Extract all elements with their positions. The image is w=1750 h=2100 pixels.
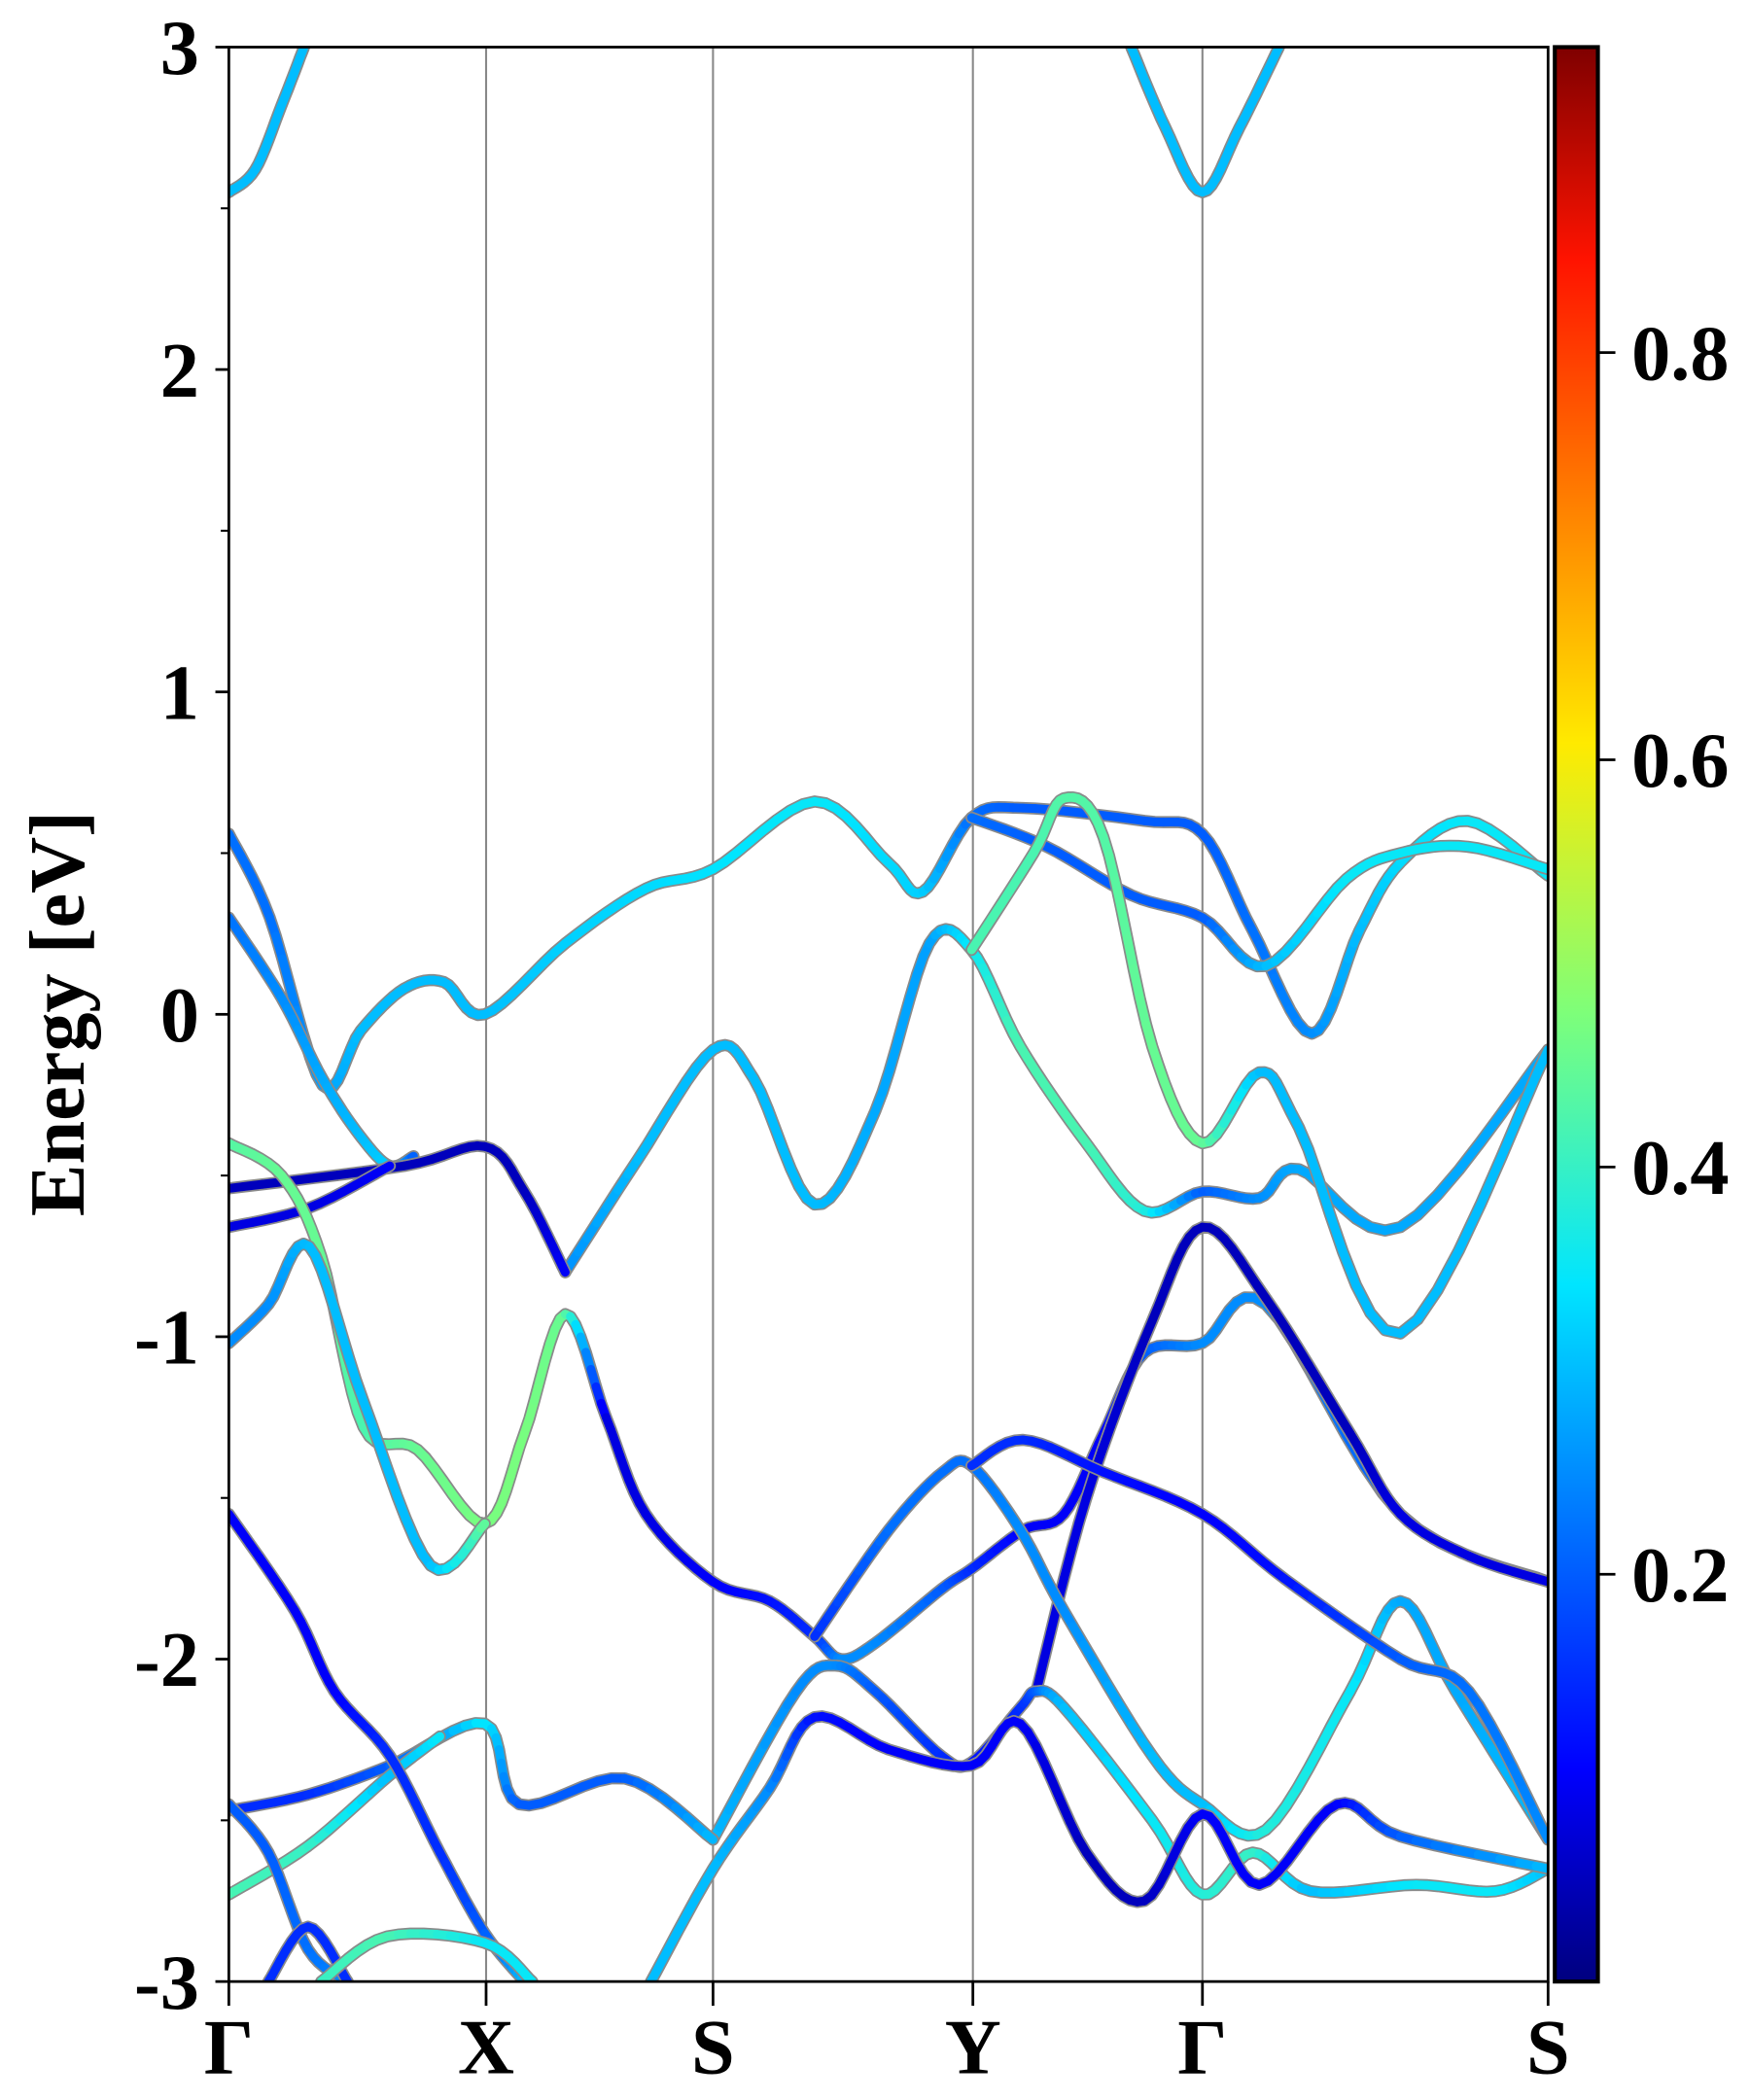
x-tick-label: Γ xyxy=(204,2004,254,2090)
band xyxy=(1030,1220,1549,1698)
y-axis: 3 2 1 0 -1 -2 -3 xyxy=(134,5,229,2026)
band-outline xyxy=(707,1659,1549,1901)
band-segment xyxy=(1304,1144,1323,1184)
band-segment xyxy=(1476,1152,1506,1209)
band-segment xyxy=(557,1261,570,1278)
band xyxy=(228,1159,397,1234)
band-segment xyxy=(1476,1108,1506,1147)
colorbar-tick-label: 0.4 xyxy=(1631,1125,1729,1211)
band-segment xyxy=(1046,1601,1062,1637)
band xyxy=(228,911,420,1172)
band-segment xyxy=(1067,1518,1084,1555)
band-segment xyxy=(1454,1200,1486,1255)
band-segment xyxy=(1531,1862,1549,1873)
band xyxy=(228,1717,719,1846)
band-segment xyxy=(1135,994,1151,1030)
band xyxy=(808,1454,1549,1846)
y-tick-label: -3 xyxy=(134,1940,199,2026)
band-segment xyxy=(1338,1246,1361,1290)
band xyxy=(707,1659,1549,1901)
y-tick-label: 3 xyxy=(160,5,199,91)
colorbar-tick-label: 0.6 xyxy=(1631,718,1729,804)
x-tick-label: S xyxy=(1526,2004,1570,2090)
band-segment xyxy=(475,1519,490,1533)
band-segment xyxy=(1433,1245,1464,1295)
band xyxy=(228,1508,531,1982)
band xyxy=(645,1710,1549,1982)
band xyxy=(965,1433,1549,1846)
band-segment xyxy=(1454,1138,1486,1174)
band-segment xyxy=(407,1151,418,1162)
y-tick-label: -2 xyxy=(134,1617,199,1703)
band-segment xyxy=(1516,1070,1541,1117)
band-segment xyxy=(432,1732,444,1744)
x-tick-label: S xyxy=(691,2004,735,2090)
y-axis-label: Energy [eV] xyxy=(15,811,101,1216)
y-tick-label: -1 xyxy=(134,1295,199,1382)
colorbar xyxy=(1553,45,1600,1984)
high-symmetry-lines xyxy=(484,47,1204,1982)
band-segment xyxy=(1413,1190,1443,1220)
band xyxy=(228,795,1549,1096)
band-segment xyxy=(306,1171,342,1183)
x-tick-label: Γ xyxy=(1177,2004,1227,2090)
colorbar-tick-label: 0.8 xyxy=(1631,310,1729,397)
band-segment xyxy=(1496,1107,1525,1162)
colorbar-tick-label: 0.2 xyxy=(1631,1532,1729,1619)
band-segment xyxy=(1433,1165,1464,1200)
band-segment xyxy=(1351,1280,1375,1317)
band xyxy=(1125,47,1285,198)
band-segment xyxy=(285,979,301,1015)
band-segment xyxy=(1531,1045,1549,1080)
band xyxy=(315,1927,539,1982)
band xyxy=(965,811,1549,973)
band xyxy=(965,791,1549,1340)
band-outline xyxy=(1030,1220,1549,1698)
band-segment xyxy=(379,1161,395,1174)
band xyxy=(228,1238,491,1577)
band-segment xyxy=(1129,963,1144,1003)
x-tick-label: Y xyxy=(945,2004,1001,2090)
band-segment xyxy=(1496,1082,1525,1118)
band-outline xyxy=(1125,47,1285,198)
band-segment xyxy=(1313,1174,1335,1220)
band-segment xyxy=(1116,903,1132,943)
band xyxy=(228,47,311,198)
band-segment xyxy=(1122,933,1138,973)
y-tick-label: 2 xyxy=(160,328,199,414)
band-segment xyxy=(1110,875,1126,913)
band xyxy=(228,1730,446,1901)
band xyxy=(559,923,1549,1278)
y-tick-label: 1 xyxy=(160,649,199,736)
band-segment xyxy=(1413,1285,1443,1324)
band-segment xyxy=(701,1830,718,1844)
colorbar-ticks: 0.2 0.4 0.6 0.8 xyxy=(1597,310,1730,1619)
y-tick-label: 0 xyxy=(160,972,199,1059)
band-segment xyxy=(1325,1210,1348,1256)
bands xyxy=(228,47,1549,1982)
x-tick-label: X xyxy=(458,2004,514,2090)
band-segment xyxy=(1060,1545,1076,1583)
